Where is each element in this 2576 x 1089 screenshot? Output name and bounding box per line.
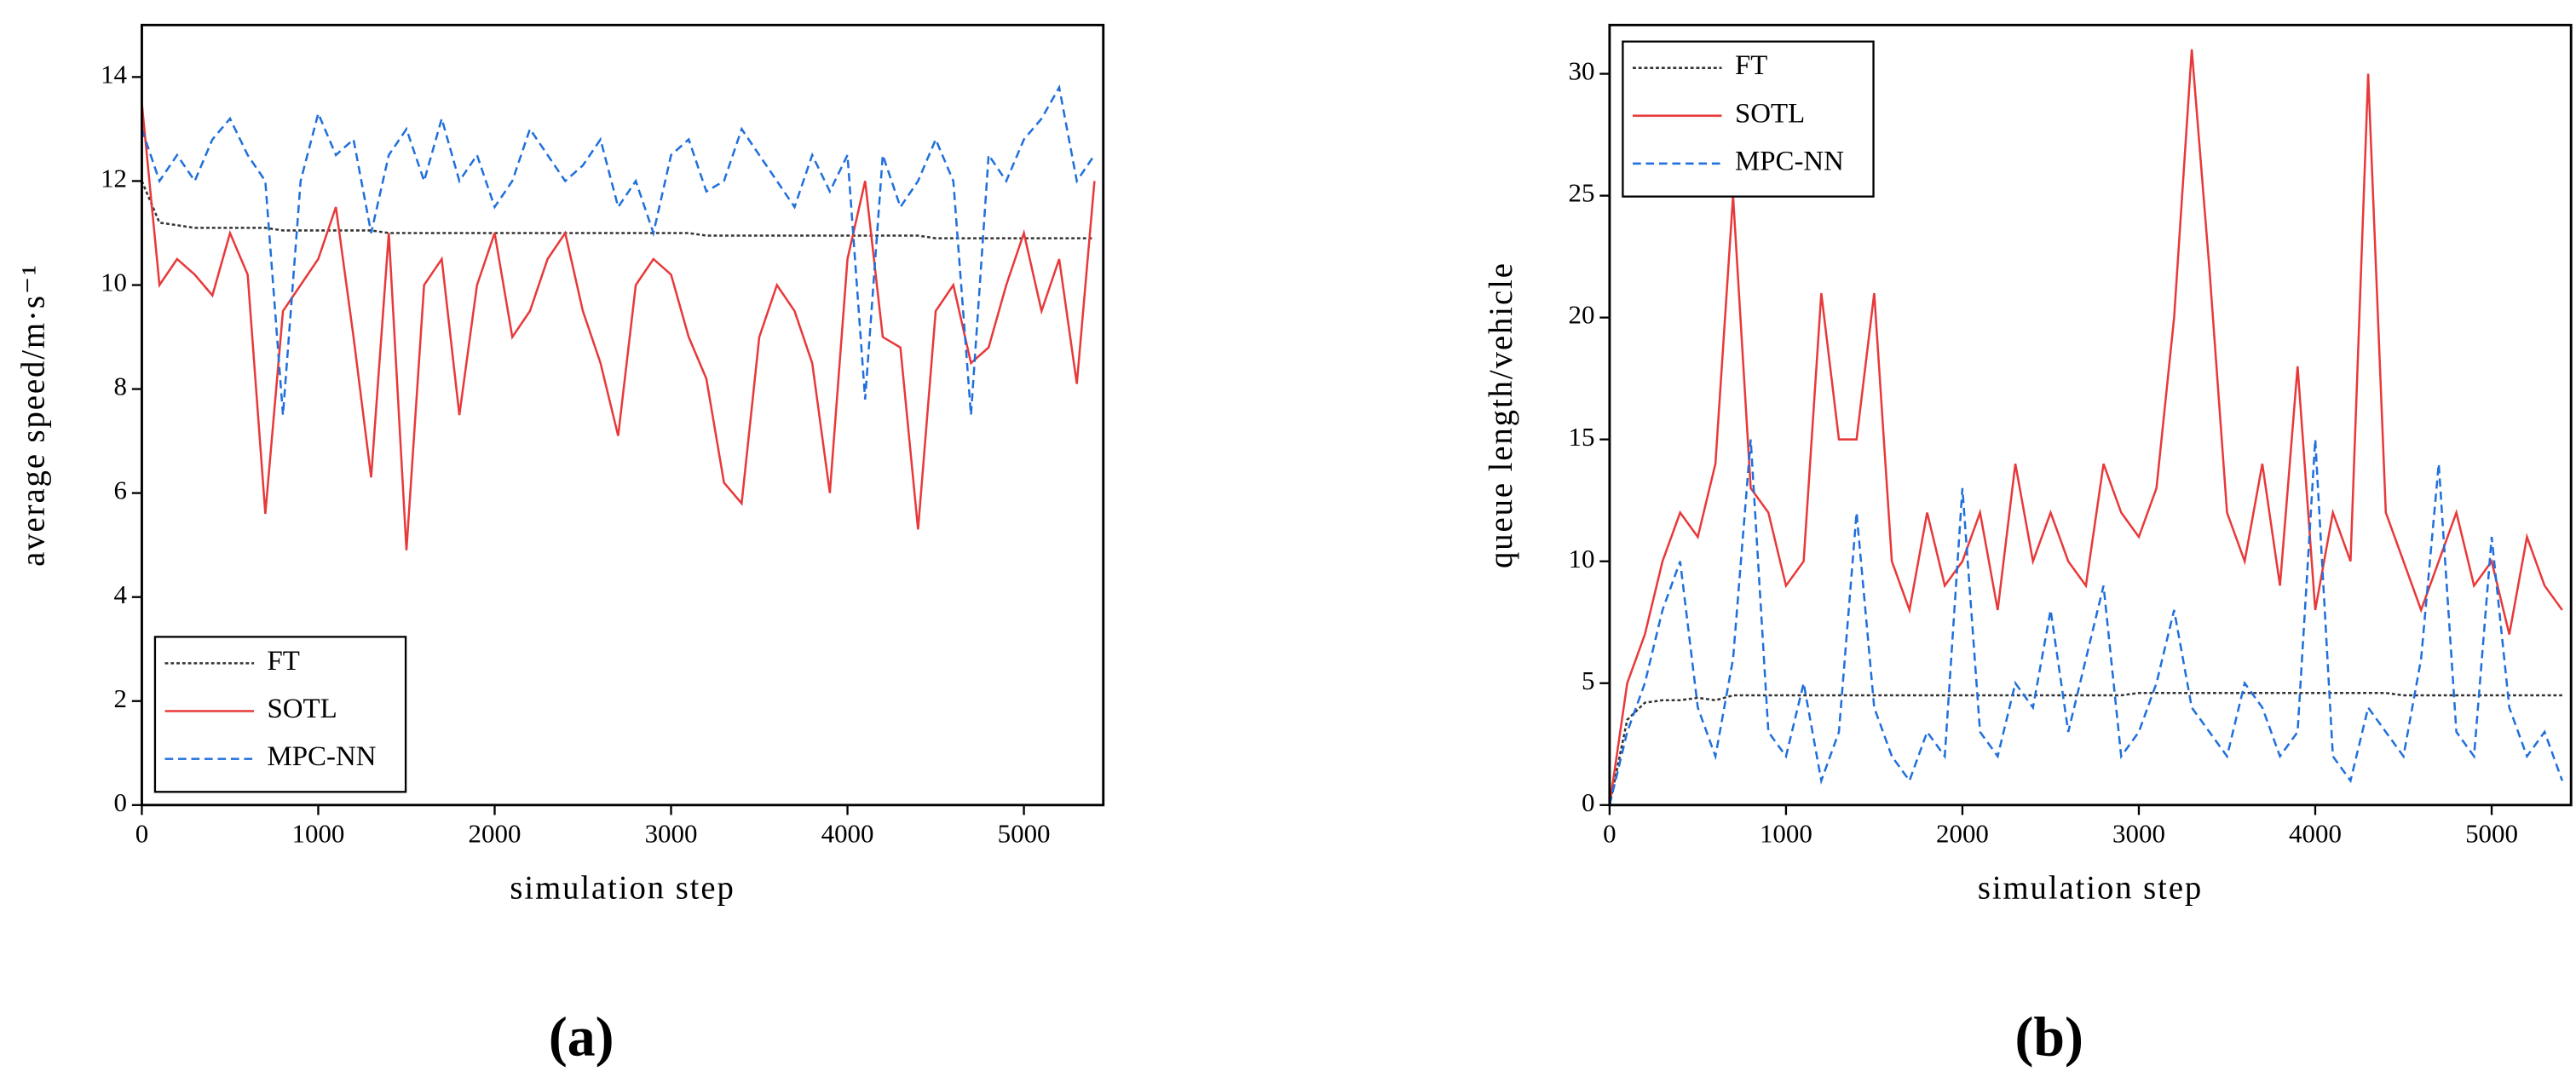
x-tick-label: 2000 xyxy=(469,819,522,849)
legend-label: MPC-NN xyxy=(268,741,377,772)
x-tick-label: 0 xyxy=(1603,819,1616,849)
x-tick-label: 0 xyxy=(135,819,148,849)
x-tick-label: 3000 xyxy=(645,819,698,849)
y-tick-label: 4 xyxy=(114,579,127,609)
x-tick-label: 4000 xyxy=(821,819,874,849)
y-axis-label: queue length/vehicle xyxy=(1484,262,1519,568)
y-tick-label: 10 xyxy=(101,268,127,297)
series-line xyxy=(1608,49,2563,805)
y-tick-label: 15 xyxy=(1569,422,1595,452)
y-tick-label: 25 xyxy=(1569,178,1595,208)
y-tick-label: 14 xyxy=(101,60,127,89)
series-line xyxy=(141,180,1095,239)
plot-frame xyxy=(1608,23,2573,807)
series-line xyxy=(1608,691,2562,806)
series-line xyxy=(1608,439,2564,806)
plot-frame xyxy=(140,23,1105,807)
x-tick-label: 5000 xyxy=(2465,819,2518,849)
y-tick-label: 0 xyxy=(1582,787,1594,817)
x-tick-label: 1000 xyxy=(1760,819,1812,849)
y-tick-label: 6 xyxy=(114,475,127,505)
chart: 0 2 4 6 8 10 12 14 0 1000 2000 3000 4000 5000 FT SOTL MP… xyxy=(15,23,1105,1069)
x-tick-label: 4000 xyxy=(2289,819,2342,849)
y-axis-label: average speed/m·s⁻¹ xyxy=(15,263,51,567)
x-axis-label: simulation step xyxy=(1978,870,2203,906)
y-tick-label: 12 xyxy=(101,164,127,193)
y-tick-label: 5 xyxy=(1582,666,1594,695)
y-tick-label: 10 xyxy=(1569,544,1595,573)
y-tick-label: 20 xyxy=(1569,300,1595,330)
legend-label: MPC-NN xyxy=(1735,146,1844,176)
legend-label: FT xyxy=(268,646,300,677)
x-tick-label: 5000 xyxy=(998,819,1051,849)
x-tick-label: 3000 xyxy=(2112,819,2165,849)
y-tick-label: 2 xyxy=(114,683,127,713)
legend-label: FT xyxy=(1735,50,1767,81)
legend-label: SOTL xyxy=(1735,98,1805,129)
x-axis-label: simulation step xyxy=(510,870,735,906)
series-line xyxy=(141,84,1096,416)
y-tick-label: 30 xyxy=(1569,56,1595,86)
x-tick-label: 1000 xyxy=(292,819,345,849)
y-tick-label: 0 xyxy=(114,787,127,817)
y-tick-label: 8 xyxy=(114,372,127,401)
legend-label: SOTL xyxy=(268,694,337,724)
x-tick-label: 2000 xyxy=(1936,819,1989,849)
series-line xyxy=(141,102,1096,550)
panel-label: (a) xyxy=(549,1006,614,1069)
panel-label: (b) xyxy=(2014,1006,2083,1069)
chart: 0 5 10 15 20 25 30 0 1000 2000 3000 4000 5000 FT SOTL M… xyxy=(1484,23,2573,1069)
